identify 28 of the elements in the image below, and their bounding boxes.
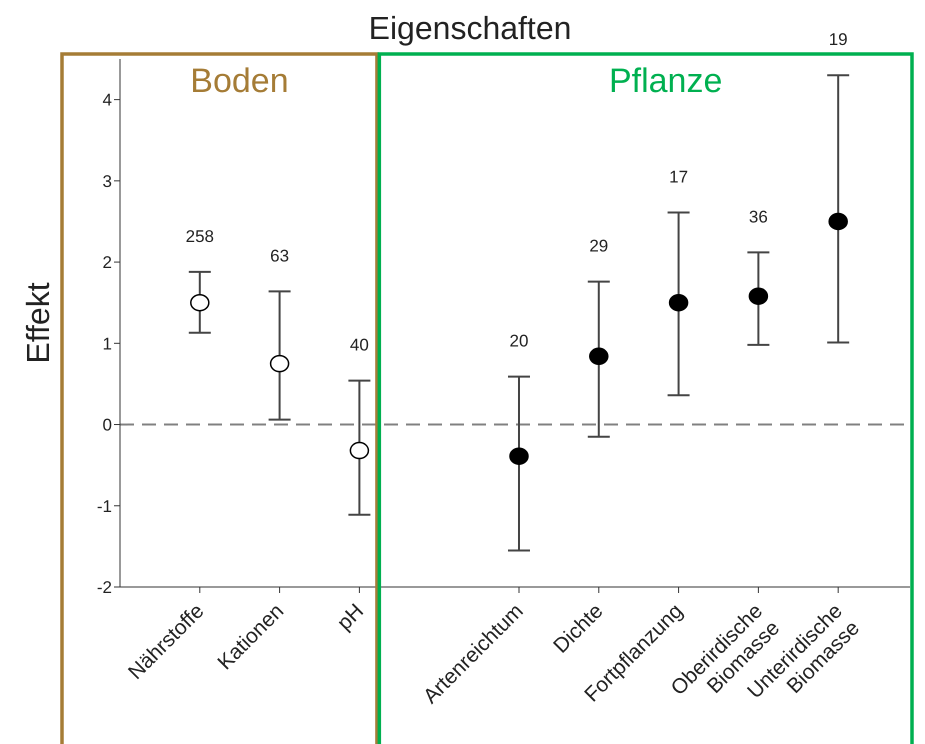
point [748, 287, 768, 305]
point [350, 442, 370, 460]
annotation: Boden [190, 62, 289, 100]
annotation: 29 [589, 236, 608, 256]
annotation: 258 [186, 226, 214, 246]
point [828, 212, 848, 230]
y-tick-label: 0 [102, 416, 112, 435]
y-tick-label: 4 [102, 90, 112, 110]
text: 19 [828, 30, 848, 50]
annotation: 20 [510, 332, 528, 351]
point [509, 447, 529, 465]
point [270, 354, 290, 372]
point [190, 294, 210, 312]
y-tick-label: 3 [102, 172, 112, 191]
point [589, 348, 609, 366]
y-tick-label: -2 [96, 578, 112, 598]
chart-title: Eigenschaften [368, 10, 572, 46]
annotation: 63 [270, 246, 290, 266]
annotation: 40 [350, 336, 369, 355]
point [668, 294, 688, 312]
y-axis-title: Effekt [20, 282, 56, 364]
annotation: 17 [669, 167, 688, 186]
y-tick-label: 2 [102, 253, 112, 272]
y-tick-label: 1 [102, 334, 112, 354]
annotation: 36 [748, 207, 768, 226]
y-tick-label: -1 [96, 496, 112, 516]
x-tick-label: pH [332, 599, 368, 635]
annotation: Pflanze [608, 62, 722, 100]
